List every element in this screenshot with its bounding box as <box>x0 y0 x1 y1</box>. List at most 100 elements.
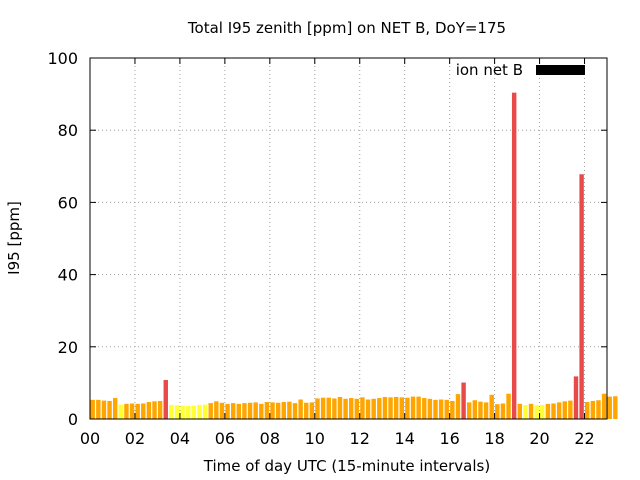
x-tick-label: 12 <box>350 429 370 448</box>
bar <box>214 401 219 419</box>
bar <box>545 403 551 419</box>
bar <box>354 398 360 419</box>
bar <box>483 402 489 419</box>
bar <box>146 402 152 419</box>
axis-ticks <box>89 57 607 420</box>
bar <box>399 397 404 419</box>
y-tick-label: 100 <box>47 49 78 68</box>
bar <box>382 396 388 419</box>
bar <box>292 403 298 419</box>
bar <box>528 403 534 419</box>
bar <box>337 396 343 419</box>
legend-label: ion net B <box>456 61 523 79</box>
plot-frame <box>89 57 608 420</box>
y-axis-tick-labels: 0 20 40 60 80 100 <box>47 49 78 429</box>
y-axis-title: I95 [ppm] <box>5 201 23 275</box>
bar <box>180 405 185 419</box>
bar <box>247 402 253 419</box>
bar <box>377 398 382 419</box>
x-tick-label: 06 <box>215 429 235 448</box>
bar <box>450 400 455 419</box>
bar <box>360 397 365 419</box>
bar <box>607 396 612 419</box>
bar <box>157 400 163 419</box>
bar <box>562 401 567 419</box>
bar <box>163 380 168 419</box>
bar <box>405 397 410 419</box>
bar <box>596 400 601 419</box>
x-tick-label: 02 <box>125 429 145 448</box>
bar <box>169 404 174 419</box>
bar <box>590 400 596 419</box>
y-tick-label: 0 <box>68 410 78 429</box>
bar <box>208 403 213 419</box>
bar <box>422 398 427 419</box>
bar <box>478 401 483 419</box>
bar <box>242 403 247 419</box>
y-tick-label: 40 <box>58 266 78 285</box>
bar <box>275 402 281 419</box>
bar <box>129 403 135 419</box>
bar <box>467 402 472 419</box>
bar <box>174 405 180 419</box>
bar <box>259 403 264 419</box>
bar <box>197 404 202 419</box>
chart-title: Total I95 zenith [ppm] on NET B, DoY=175 <box>187 19 506 37</box>
x-tick-label: 22 <box>574 429 594 448</box>
bar <box>96 399 101 419</box>
bar <box>107 400 112 419</box>
x-tick-label: 20 <box>529 429 549 448</box>
bar <box>371 398 376 419</box>
bar <box>568 400 573 419</box>
bar <box>523 404 528 419</box>
legend: ion net B <box>456 61 585 79</box>
bar <box>511 92 517 419</box>
bar <box>202 404 208 419</box>
bar <box>112 398 118 419</box>
bar <box>349 398 354 419</box>
bar <box>517 403 523 419</box>
bar <box>230 403 236 419</box>
bar <box>304 402 309 419</box>
x-axis-tick-labels: 00 02 04 06 08 10 12 14 16 18 20 22 <box>80 429 595 448</box>
y-tick-label: 20 <box>58 338 78 357</box>
bar <box>472 400 478 419</box>
bar <box>191 405 197 419</box>
bar <box>551 403 556 419</box>
bar <box>253 402 258 419</box>
bar <box>427 398 433 419</box>
bar <box>320 397 326 419</box>
bar <box>444 399 449 419</box>
y-tick-label: 60 <box>58 193 78 212</box>
bar <box>540 404 545 419</box>
bar <box>579 174 584 419</box>
bar <box>287 401 292 419</box>
bar <box>309 402 315 419</box>
x-tick-label: 04 <box>170 429 190 448</box>
bar <box>326 397 331 419</box>
bar-series <box>90 92 618 419</box>
bar <box>455 394 461 419</box>
bar <box>410 396 416 419</box>
bar <box>270 402 275 419</box>
bar <box>585 402 590 419</box>
bar <box>281 402 286 419</box>
bar <box>152 401 157 419</box>
legend-swatch <box>536 65 585 75</box>
x-tick-label: 10 <box>305 429 325 448</box>
bar <box>489 394 494 419</box>
bar <box>315 398 320 419</box>
bar <box>236 403 242 419</box>
bar <box>433 399 438 419</box>
x-tick-label: 18 <box>484 429 504 448</box>
bar <box>124 403 129 419</box>
bar <box>343 398 348 419</box>
bar <box>388 397 393 419</box>
bar <box>118 404 124 419</box>
bar <box>573 376 579 419</box>
bar <box>556 402 562 419</box>
x-axis-title: Time of day UTC (15-minute intervals) <box>203 457 490 475</box>
bar <box>365 399 371 419</box>
bar <box>332 398 337 419</box>
